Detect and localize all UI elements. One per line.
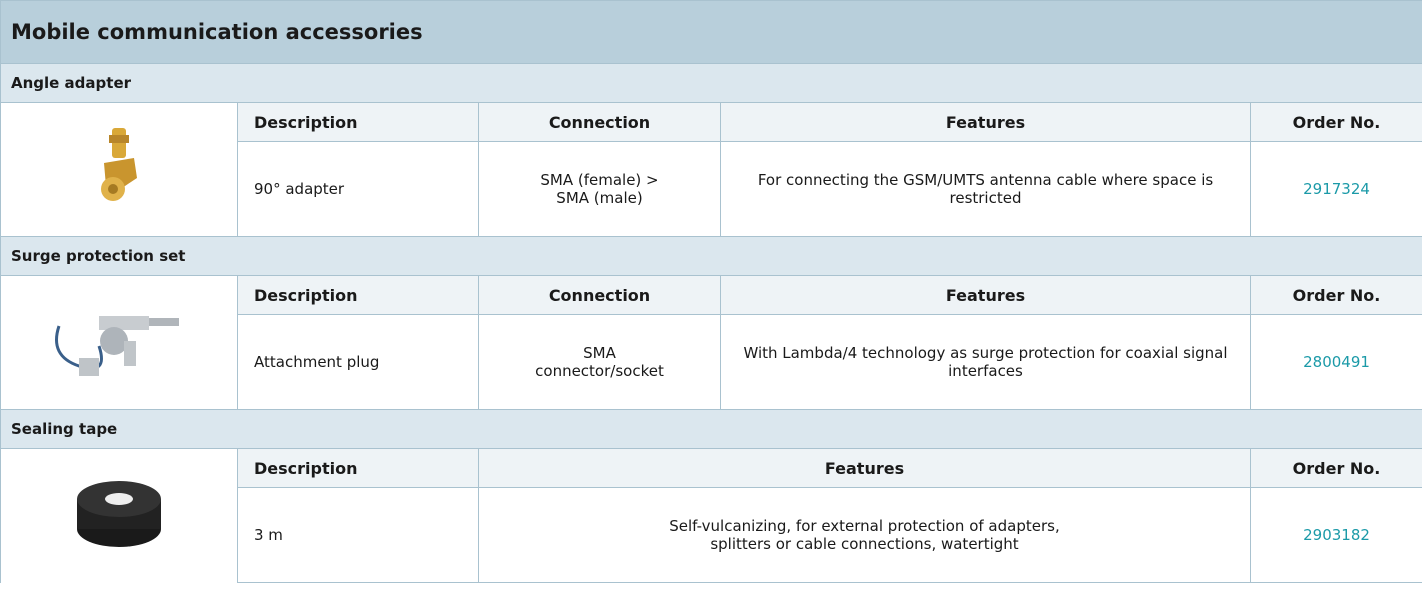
description: 3 m: [237, 487, 479, 583]
cell-text: SMA (female) > SMA (male): [540, 171, 659, 207]
column-header: Features: [720, 102, 1251, 142]
image-cell: [0, 102, 238, 237]
column-header: Connection: [478, 102, 721, 142]
image-cell: [0, 448, 238, 583]
cell-text: SMA (female) > SMA (male): [478, 141, 721, 237]
table-title: Mobile communication accessories: [0, 0, 1422, 64]
cell-text: SMA connector/socket: [478, 314, 721, 410]
column-header: Order No.: [1249, 102, 1422, 142]
cell-text: Self-vulcanizing, for external protectio…: [478, 487, 1251, 583]
image-cell: [0, 275, 238, 410]
cell-text: Self-vulcanizing, for external protectio…: [669, 517, 1060, 553]
accessories-table: Mobile communication accessories Angle a…: [0, 0, 1422, 583]
cell-text: Attachment plug: [254, 353, 380, 371]
section-title: Sealing tape: [0, 409, 1422, 449]
product-image: [77, 480, 161, 547]
column-header: Connection: [478, 275, 721, 315]
column-header: Description: [237, 448, 479, 488]
cell-text: For connecting the GSM/UMTS antenna cabl…: [720, 141, 1251, 237]
column-header: Order No.: [1249, 275, 1422, 315]
order-number[interactable]: 2800491: [1249, 314, 1422, 410]
product-image: [101, 127, 137, 201]
cell-text: 3 m: [254, 526, 283, 544]
cell-text: With Lambda/4 technology as surge protec…: [720, 314, 1251, 410]
column-header: Features: [720, 275, 1251, 315]
column-header: Features: [478, 448, 1251, 488]
column-header: Description: [237, 275, 479, 315]
cell-text: 90° adapter: [254, 180, 345, 198]
cell-text: SMA connector/socket: [535, 344, 664, 380]
column-header: Description: [237, 102, 479, 142]
section-title: Angle adapter: [0, 63, 1422, 103]
product-image: [55, 315, 179, 376]
column-header: Order No.: [1249, 448, 1422, 488]
description: Attachment plug: [237, 314, 479, 410]
order-number[interactable]: 2917324: [1249, 141, 1422, 237]
cell-text: With Lambda/4 technology as surge protec…: [743, 344, 1228, 380]
order-number[interactable]: 2903182: [1249, 487, 1422, 583]
description: 90° adapter: [237, 141, 479, 237]
section-title: Surge protection set: [0, 236, 1422, 276]
cell-text: For connecting the GSM/UMTS antenna cabl…: [757, 171, 1214, 207]
